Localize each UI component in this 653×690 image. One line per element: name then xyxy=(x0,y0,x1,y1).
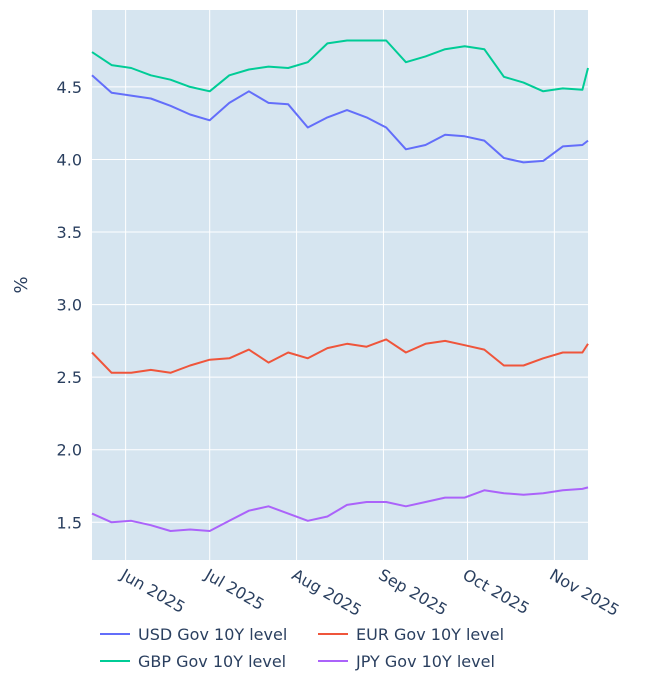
series-line-gbp xyxy=(91,39,589,93)
legend-item-eur[interactable]: EUR Gov 10Y level xyxy=(318,625,504,644)
y-axis: 1.5 2.0 2.5 3.0 3.5 4.0 4.5 xyxy=(57,78,82,532)
series-lines xyxy=(91,39,589,532)
x-tick-label: Sep 2025 xyxy=(375,565,450,619)
y-tick-label: 4.0 xyxy=(57,150,82,169)
legend-label: JPY Gov 10Y level xyxy=(355,652,495,671)
y-axis-title: % xyxy=(11,276,32,293)
legend-item-jpy[interactable]: JPY Gov 10Y level xyxy=(318,652,495,671)
series-line-eur xyxy=(91,338,589,374)
series-line-jpy xyxy=(91,486,589,532)
plot-area xyxy=(92,10,588,560)
legend-item-gbp[interactable]: GBP Gov 10Y level xyxy=(100,652,286,671)
legend-label: EUR Gov 10Y level xyxy=(356,625,504,644)
x-tick-label: Jun 2025 xyxy=(117,565,189,617)
y-tick-label: 4.5 xyxy=(57,78,82,97)
series-line-usd xyxy=(91,74,589,164)
legend-label: USD Gov 10Y level xyxy=(138,625,287,644)
y-tick-label: 3.0 xyxy=(57,296,82,315)
legend-item-usd[interactable]: USD Gov 10Y level xyxy=(100,625,287,644)
x-tick-label: Aug 2025 xyxy=(289,565,365,620)
x-tick-label: Nov 2025 xyxy=(546,565,622,620)
legend-label: GBP Gov 10Y level xyxy=(138,652,286,671)
gridlines xyxy=(92,10,588,560)
x-tick-label: Jul 2025 xyxy=(201,565,268,615)
y-tick-label: 2.0 xyxy=(57,441,82,460)
y-tick-label: 3.5 xyxy=(57,223,82,242)
y-tick-label: 2.5 xyxy=(57,368,82,387)
legend[interactable]: USD Gov 10Y level EUR Gov 10Y level GBP Go… xyxy=(100,625,504,671)
y-tick-label: 1.5 xyxy=(57,513,82,532)
x-axis: Jun 2025 Jul 2025 Aug 2025 Sep 2025 Oct 2025… xyxy=(117,565,623,620)
x-tick-label: Oct 2025 xyxy=(460,565,533,618)
